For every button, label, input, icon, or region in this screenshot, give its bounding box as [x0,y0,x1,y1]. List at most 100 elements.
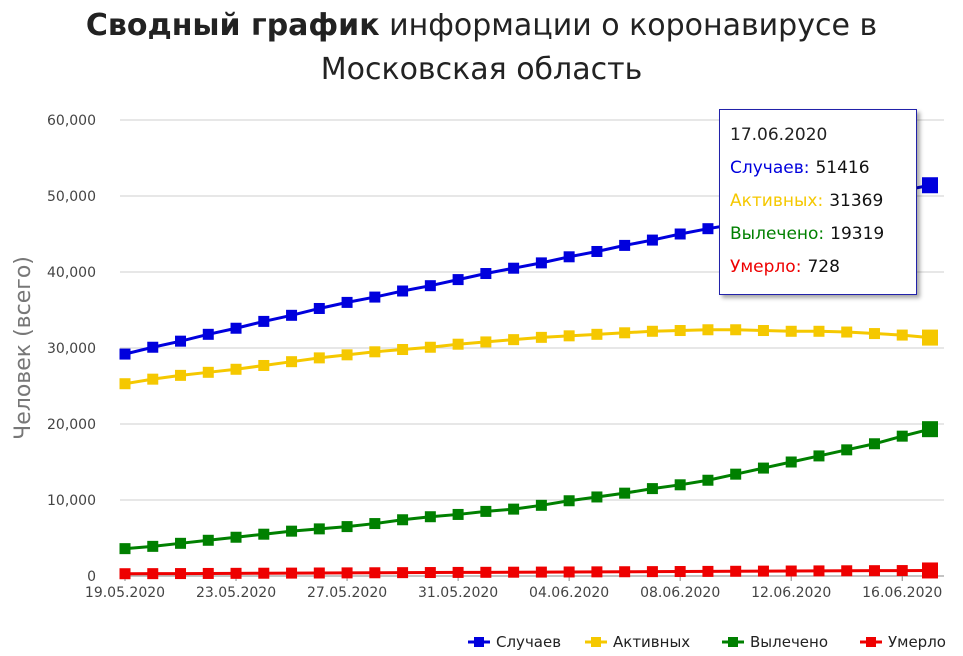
data-point [730,565,742,577]
data-point [868,438,880,450]
data-point [702,565,714,577]
data-point [896,565,908,577]
x-tick-label: 04.06.2020 [529,585,609,601]
tooltip-value-deaths: 728 [807,257,840,277]
legend-swatch-marker [728,637,738,647]
data-point [922,421,938,438]
data-point [535,257,547,269]
tooltip-label-active: Активных: [730,191,824,211]
x-tick-label: 08.06.2020 [640,585,720,601]
tooltip-row-cases: Случаев: 51416 [730,157,916,190]
tooltip-value-active: 31369 [829,191,884,211]
data-point [202,567,214,579]
data-point [922,562,938,579]
data-point [563,566,575,578]
data-point [119,348,131,360]
data-point [452,566,464,578]
data-point [452,508,464,520]
data-point [591,328,603,340]
tooltip-value-cases: 51416 [815,158,870,178]
data-point [508,334,520,346]
data-point [147,540,159,552]
y-tick-label: 0 [87,569,96,585]
data-point [674,479,686,491]
x-tick-label: 12.06.2020 [751,585,831,601]
data-point [286,309,298,321]
data-point [757,325,769,337]
y-tick-label: 40,000 [47,265,96,281]
data-point [341,349,353,361]
data-point [646,566,658,578]
data-point [480,268,492,280]
series-line-3 [124,568,931,576]
data-point [147,373,159,385]
chart-title: Сводный график информации о коронавирусе… [0,4,963,92]
data-point [286,525,298,537]
data-point [730,468,742,480]
data-point [424,341,436,353]
data-point [674,325,686,337]
x-tick-label: 31.05.2020 [418,585,498,601]
data-point [452,338,464,350]
data-point [563,495,575,507]
tooltip-label-deaths: Умерло: [730,257,802,277]
data-point [175,568,187,580]
data-point [286,567,298,579]
tooltip-row-active: Активных: 31369 [730,190,916,223]
data-point [119,378,131,390]
x-tick-label: 16.06.2020 [862,585,942,601]
data-point [397,285,409,297]
legend-label: Активных [613,633,690,651]
data-point [922,177,938,194]
data-point [508,503,520,515]
tooltip: 17.06.2020 Случаев: 51416 Активных: 31369 … [719,109,917,295]
data-point [230,531,242,543]
data-point [619,239,631,251]
data-point [646,325,658,337]
data-point [452,274,464,286]
y-tick-label: 30,000 [47,341,96,357]
legend-swatch-marker [866,637,876,647]
data-point [258,567,270,579]
data-point [286,356,298,368]
data-point [535,499,547,511]
data-point [730,324,742,336]
data-point [313,302,325,314]
data-point [508,262,520,274]
data-point [258,359,270,371]
data-point [480,505,492,517]
data-point [341,296,353,308]
tooltip-value-recovered: 19319 [830,224,885,244]
tooltip-label-recovered: Вылечено: [730,224,825,244]
data-point [175,335,187,347]
data-point [369,518,381,530]
data-point [757,565,769,577]
series-line-1 [124,328,931,386]
data-point [147,341,159,353]
data-point [785,565,797,577]
data-point [813,325,825,337]
data-point [424,567,436,579]
data-point [424,280,436,292]
data-point [591,566,603,578]
data-point [619,487,631,499]
chart-title-rest: информации о коронавирусе в Московская о… [320,8,878,87]
data-point [813,450,825,462]
data-point [785,325,797,337]
data-point [369,567,381,579]
tooltip-row-recovered: Вылечено: 19319 [730,223,916,256]
data-point [397,514,409,526]
data-point [119,568,131,580]
data-point [841,444,853,456]
data-point [841,326,853,338]
data-point [896,430,908,442]
data-point [868,328,880,340]
x-tick-label: 27.05.2020 [307,585,387,601]
data-point [508,566,520,578]
data-point [175,369,187,381]
data-point [591,491,603,503]
legend-label: Вылечено [750,633,828,651]
data-point [202,366,214,378]
data-point [147,568,159,580]
